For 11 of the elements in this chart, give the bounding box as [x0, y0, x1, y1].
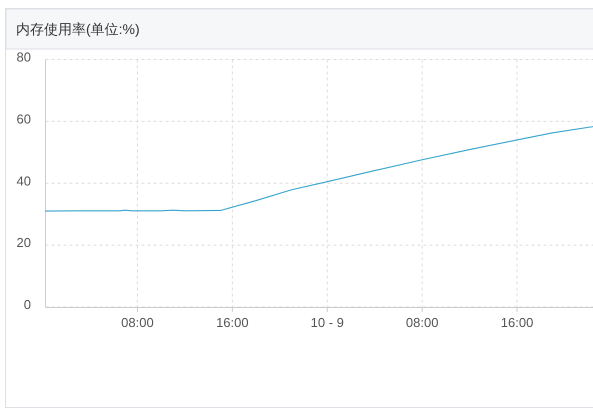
y-tick-label: 40 — [16, 173, 31, 188]
y-tick-label: 0 — [24, 297, 31, 312]
x-tick-label: 16:00 — [500, 315, 534, 330]
x-tick-label: 10 - 9 — [310, 315, 344, 330]
chart-title: 内存使用率(单位:%) — [16, 21, 140, 37]
y-tick-label: 80 — [16, 50, 31, 64]
x-tick-label: 16:00 — [216, 315, 249, 330]
x-tick-label: 08:00 — [406, 315, 438, 330]
x-tick-label: 08:00 — [121, 315, 154, 330]
y-tick-label: 20 — [16, 235, 31, 250]
y-tick-label: 60 — [16, 111, 31, 126]
